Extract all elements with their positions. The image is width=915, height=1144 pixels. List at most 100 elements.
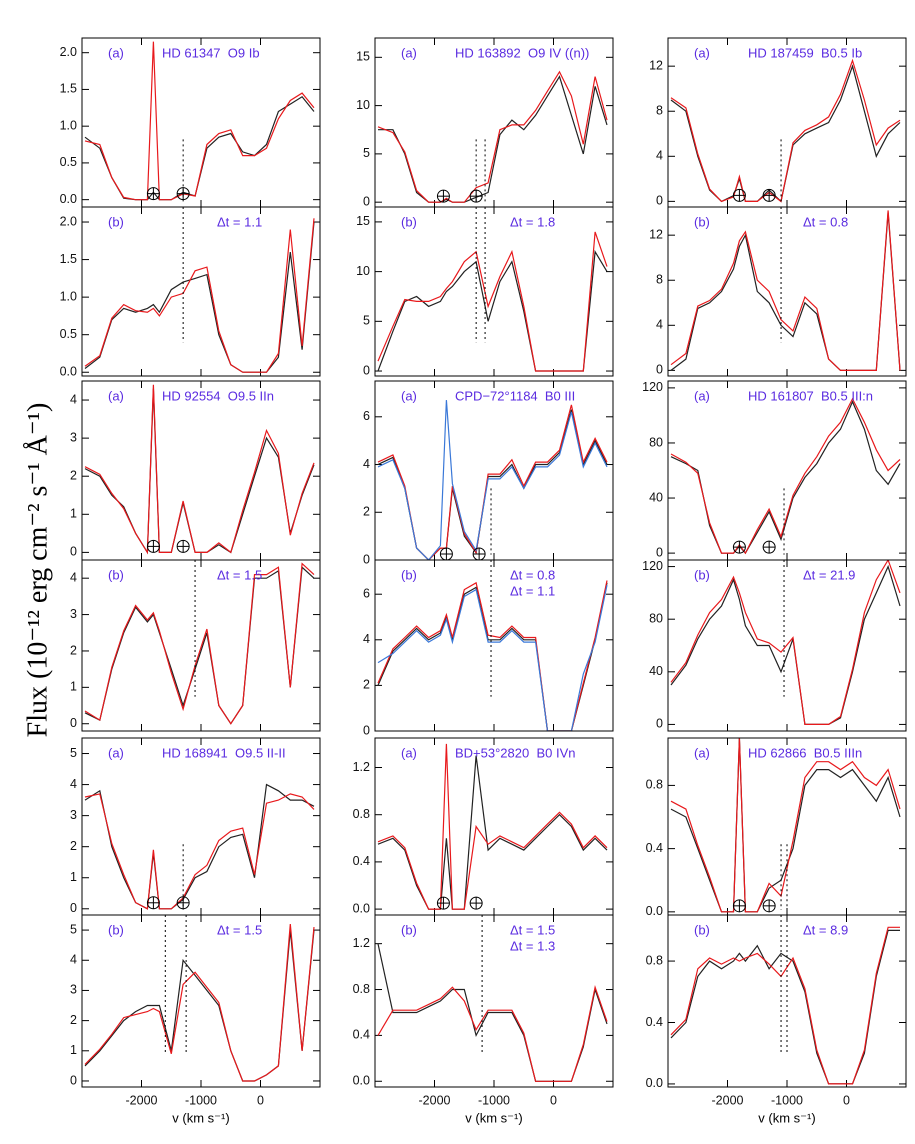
earth-symbol	[732, 899, 746, 913]
frame	[81, 559, 321, 732]
y-tick-label: 40	[649, 490, 663, 504]
y-tick-label: 0	[70, 901, 77, 915]
delta-t: Δt = 1.8	[510, 214, 555, 229]
frame	[374, 559, 614, 732]
frame	[81, 37, 321, 208]
y-tick-label: 1	[70, 1043, 77, 1057]
spectrum-line	[377, 984, 608, 1082]
spectrum-line	[377, 755, 608, 910]
frame	[374, 380, 614, 561]
y-tick-label: 0	[656, 363, 663, 377]
y-tick-label: 0.4	[353, 1028, 370, 1042]
y-tick-label: 4	[70, 777, 77, 791]
panel: 0 4 8 12 (a) HD 187459 B0.5 Ib	[649, 37, 907, 208]
y-tick-label: 15	[356, 50, 370, 64]
spectrum-line	[84, 384, 315, 555]
star-title: HD 187459 B0.5 Ib	[748, 45, 862, 60]
spectrum-line	[670, 738, 901, 913]
y-tick-label: 0.5	[60, 155, 77, 169]
panel-label: (a)	[401, 45, 417, 60]
y-tick-label: 1.5	[60, 252, 77, 266]
y-tick-label: 4	[656, 149, 663, 163]
panel: 0.0 0.4 0.8 (a) HD 62866 B0.5 IIIn	[646, 737, 907, 918]
y-tick-label: 5	[70, 922, 77, 936]
y-tick-label: 2.0	[60, 45, 77, 59]
spectrum-line	[377, 584, 608, 731]
spectrum-line	[670, 560, 901, 725]
delta-t: Δt = 8.9	[803, 922, 848, 937]
spectrum-line	[84, 930, 315, 1082]
panel: 0 5 10 15 (a) HD 163892 O9 IV ((n))	[356, 37, 614, 208]
panel: 0 1 2 3 4 5 -2000 -1000 0 v (km s⁻¹) (b) Δt = 1.5	[70, 914, 321, 1125]
y-tick-label: 0.4	[646, 841, 663, 855]
y-tick-label: 4	[70, 570, 77, 584]
panel-label: (b)	[694, 922, 710, 937]
y-tick-label: 8	[656, 104, 663, 118]
x-tick-label: -2000	[419, 1093, 451, 1107]
frame	[667, 914, 907, 1088]
y-tick-label: 8	[656, 273, 663, 287]
y-tick-label: 0.8	[646, 778, 663, 792]
panel: 0 2 4 6 (b) Δt = 0.8Δt = 1.1	[363, 559, 614, 737]
panel: 0 1 2 3 4 (a) HD 92554 O9.5 IIn	[70, 380, 321, 561]
spectrum-line	[670, 212, 901, 371]
delta-t: Δt = 0.8	[510, 567, 555, 582]
frame	[667, 737, 907, 916]
panel-label: (a)	[108, 45, 124, 60]
y-tick-label: 1.2	[353, 936, 370, 950]
y-tick-label: 0	[656, 545, 663, 559]
y-tick-label: 3	[70, 983, 77, 997]
panel-label: (b)	[108, 567, 124, 582]
spectrum-line	[377, 943, 608, 1082]
earth-symbol	[176, 539, 190, 553]
y-tick-label: 2	[70, 469, 77, 483]
x-tick-label: 0	[257, 1093, 264, 1107]
earth-symbol	[472, 547, 486, 561]
frame	[374, 37, 614, 208]
panel-label: (b)	[694, 567, 710, 582]
y-tick-label: 0	[363, 194, 370, 208]
star-title: BD+53°2820 B0 IVn	[455, 745, 575, 760]
y-tick-label: 0	[70, 545, 77, 559]
y-tick-label: 2	[363, 678, 370, 692]
x-tick-label: 0	[550, 1093, 557, 1107]
x-axis-label: v (km s⁻¹)	[172, 1110, 229, 1125]
x-tick-label: -2000	[712, 1093, 744, 1107]
earth-symbol	[439, 547, 453, 561]
spectrum-line	[670, 738, 901, 913]
y-tick-label: 1	[70, 507, 77, 521]
y-tick-label: 0	[656, 717, 663, 731]
panel-label: (b)	[694, 214, 710, 229]
y-tick-label: 1.5	[60, 82, 77, 96]
earth-symbol	[762, 540, 776, 554]
spectrum-line	[670, 210, 901, 371]
delta-t: Δt = 1.1	[217, 214, 262, 229]
y-tick-label: 120	[642, 380, 663, 394]
spectrum-line	[84, 566, 315, 725]
spectrum-line	[377, 409, 608, 560]
earth-symbol	[762, 899, 776, 913]
panel-label: (a)	[401, 745, 417, 760]
y-tick-label: 4	[363, 632, 370, 646]
y-tick-label: 0.0	[60, 192, 77, 206]
spectrum-line	[377, 231, 608, 372]
delta-t: Δt = 1.1	[510, 583, 555, 598]
spectrum-line	[84, 783, 315, 910]
y-tick-label: 10	[356, 264, 370, 278]
y-tick-label: 12	[649, 227, 663, 241]
y-tick-label: 3	[70, 607, 77, 621]
star-title: HD 168941 O9.5 II-II	[162, 745, 286, 760]
y-tick-label: 0	[363, 363, 370, 377]
x-tick-label: -1000	[185, 1093, 217, 1107]
panel: 0.0 0.4 0.8 1.2 -2000 -1000 0 v (km s⁻¹) (b) Δt =…	[353, 914, 614, 1125]
frame	[81, 737, 321, 916]
y-tick-label: 2	[363, 505, 370, 519]
earth-symbol	[732, 540, 746, 554]
earth-symbol	[436, 189, 450, 203]
spectrum-line	[670, 926, 900, 1085]
panel: 0 1 2 3 4 (b) Δt = 1.5	[70, 559, 321, 732]
earth-symbol	[762, 188, 776, 202]
y-tick-label: 4	[70, 392, 77, 406]
frame	[374, 914, 614, 1088]
